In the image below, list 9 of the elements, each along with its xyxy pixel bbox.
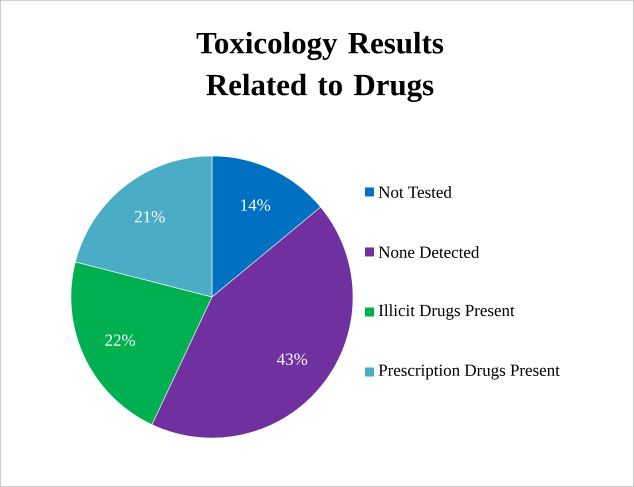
data-label: 43% bbox=[277, 354, 308, 365]
data-label: 22% bbox=[105, 334, 136, 346]
legend-label: None Detected bbox=[378, 246, 480, 258]
chart-title: Toxicology Results Related to Drugs bbox=[196, 32, 444, 102]
data-label: 21% bbox=[134, 211, 165, 223]
data-label: 14% bbox=[241, 199, 270, 211]
legend-label: Illicit Drugs Present bbox=[378, 304, 515, 320]
legend-label: Not Tested bbox=[378, 186, 452, 198]
legend-label: Prescription Drugs Present bbox=[378, 364, 560, 380]
